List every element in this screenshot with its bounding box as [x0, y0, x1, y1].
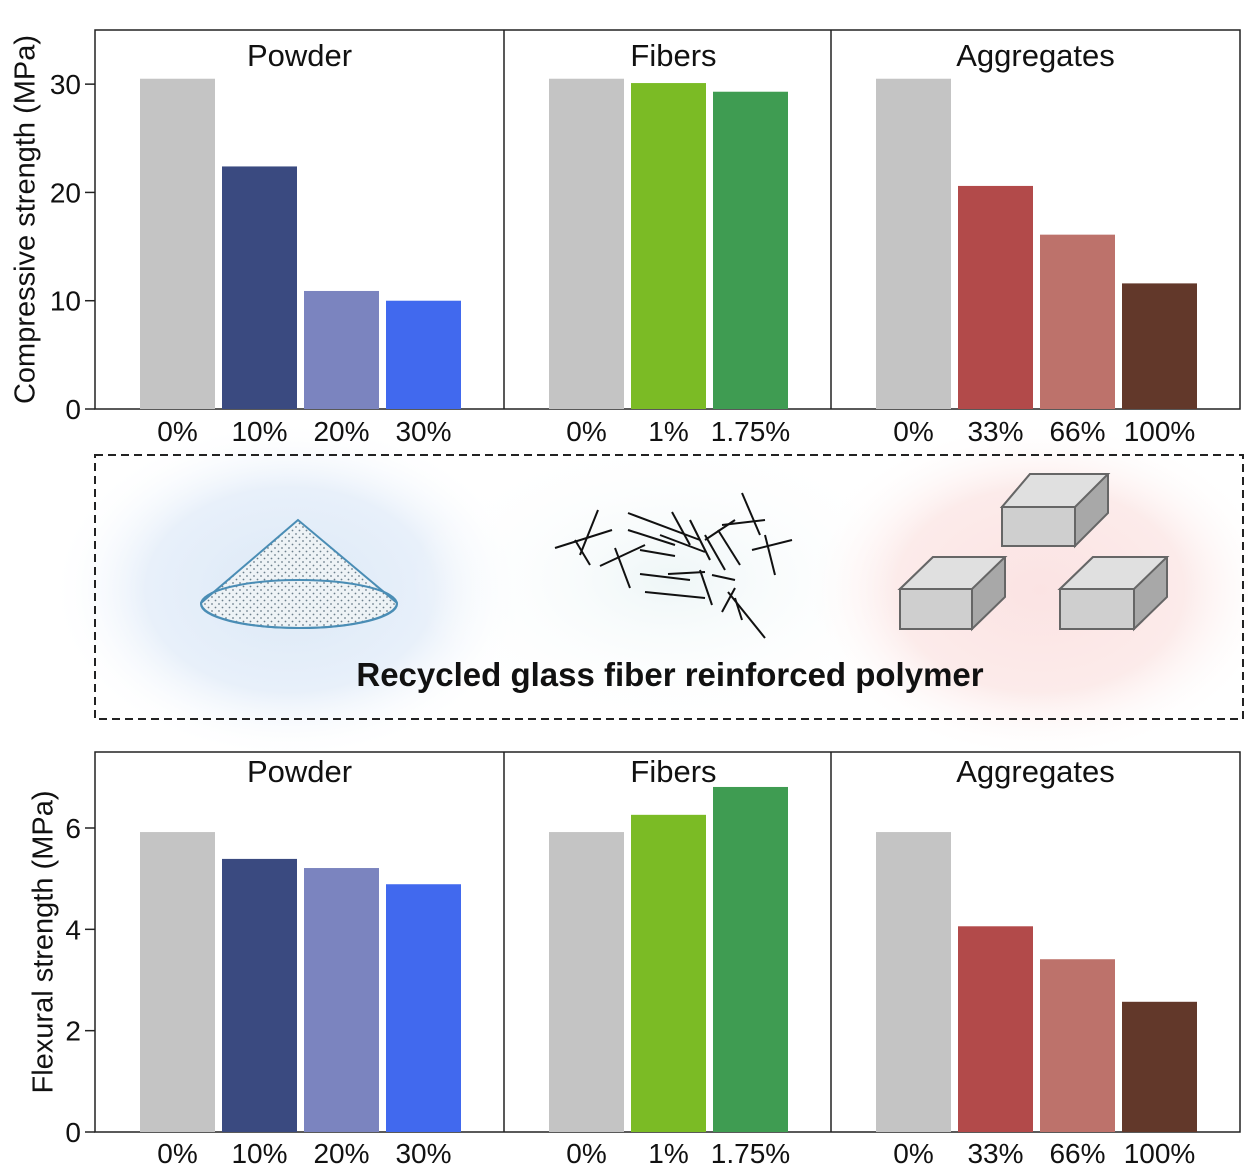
x-tick-label: 0% [893, 416, 933, 447]
bar-chart: 0 10 20 30 Compressive strength (MPa) Powder 0… [10, 30, 1240, 447]
y-tick-label: 10 [50, 286, 81, 317]
bar [304, 291, 379, 409]
x-tick-label: 1.75% [711, 1138, 790, 1168]
panel-title: Fibers [630, 754, 716, 789]
bar [140, 832, 215, 1132]
x-tick-label: 0% [157, 416, 197, 447]
bar [386, 884, 461, 1132]
bar [549, 832, 624, 1132]
bar [631, 83, 706, 409]
bar [713, 92, 788, 409]
y-tick-label: 2 [65, 1016, 81, 1047]
x-tick-label: 10% [231, 1138, 287, 1168]
x-tick-label: 66% [1049, 1138, 1105, 1168]
x-tick-label: 0% [157, 1138, 197, 1168]
x-tick-label: 20% [313, 1138, 369, 1168]
bar [876, 79, 951, 409]
y-tick-label: 0 [65, 394, 81, 425]
bar [222, 859, 297, 1132]
diagram: Recycled glass fiber reinforced polymer [50, 420, 1248, 760]
y-tick-label: 0 [65, 1117, 81, 1148]
bar [713, 787, 788, 1132]
y-axis-label: Compressive strength (MPa) [10, 35, 42, 404]
panel-title: Powder [247, 38, 352, 73]
bar [140, 79, 215, 409]
x-tick-label: 20% [313, 416, 369, 447]
bar [386, 301, 461, 409]
x-tick-label: 0% [566, 416, 606, 447]
figure: Recycled glass fiber reinforced polymer … [0, 0, 1248, 1168]
y-axis-label: Flexural strength (MPa) [28, 791, 60, 1094]
panel-title: Aggregates [956, 754, 1115, 789]
bar [631, 815, 706, 1132]
x-tick-label: 33% [967, 416, 1023, 447]
x-tick-label: 30% [395, 1138, 451, 1168]
x-tick-label: 33% [967, 1138, 1023, 1168]
x-tick-label: 1% [648, 416, 688, 447]
bar [1040, 235, 1115, 409]
y-tick-label: 20 [50, 177, 81, 208]
x-tick-label: 100% [1124, 1138, 1196, 1168]
x-tick-label: 0% [566, 1138, 606, 1168]
bar [222, 166, 297, 409]
bar [549, 79, 624, 409]
bar [1122, 1002, 1197, 1132]
bar [1040, 959, 1115, 1132]
bar [876, 832, 951, 1132]
glow [800, 420, 1248, 760]
y-tick-label: 30 [50, 69, 81, 100]
panel-title: Aggregates [956, 38, 1115, 73]
x-tick-label: 30% [395, 416, 451, 447]
x-tick-label: 1.75% [711, 416, 790, 447]
bar [958, 926, 1033, 1132]
bar [1122, 283, 1197, 409]
x-tick-label: 100% [1124, 416, 1196, 447]
x-tick-label: 10% [231, 416, 287, 447]
panel-title: Powder [247, 754, 352, 789]
diagram-caption: Recycled glass fiber reinforced polymer [356, 656, 983, 693]
x-tick-label: 1% [648, 1138, 688, 1168]
x-tick-label: 0% [893, 1138, 933, 1168]
y-tick-label: 6 [65, 813, 81, 844]
panel-title: Fibers [630, 38, 716, 73]
bar [958, 186, 1033, 409]
y-tick-label: 4 [65, 914, 81, 945]
x-tick-label: 66% [1049, 416, 1105, 447]
bar [304, 868, 379, 1132]
